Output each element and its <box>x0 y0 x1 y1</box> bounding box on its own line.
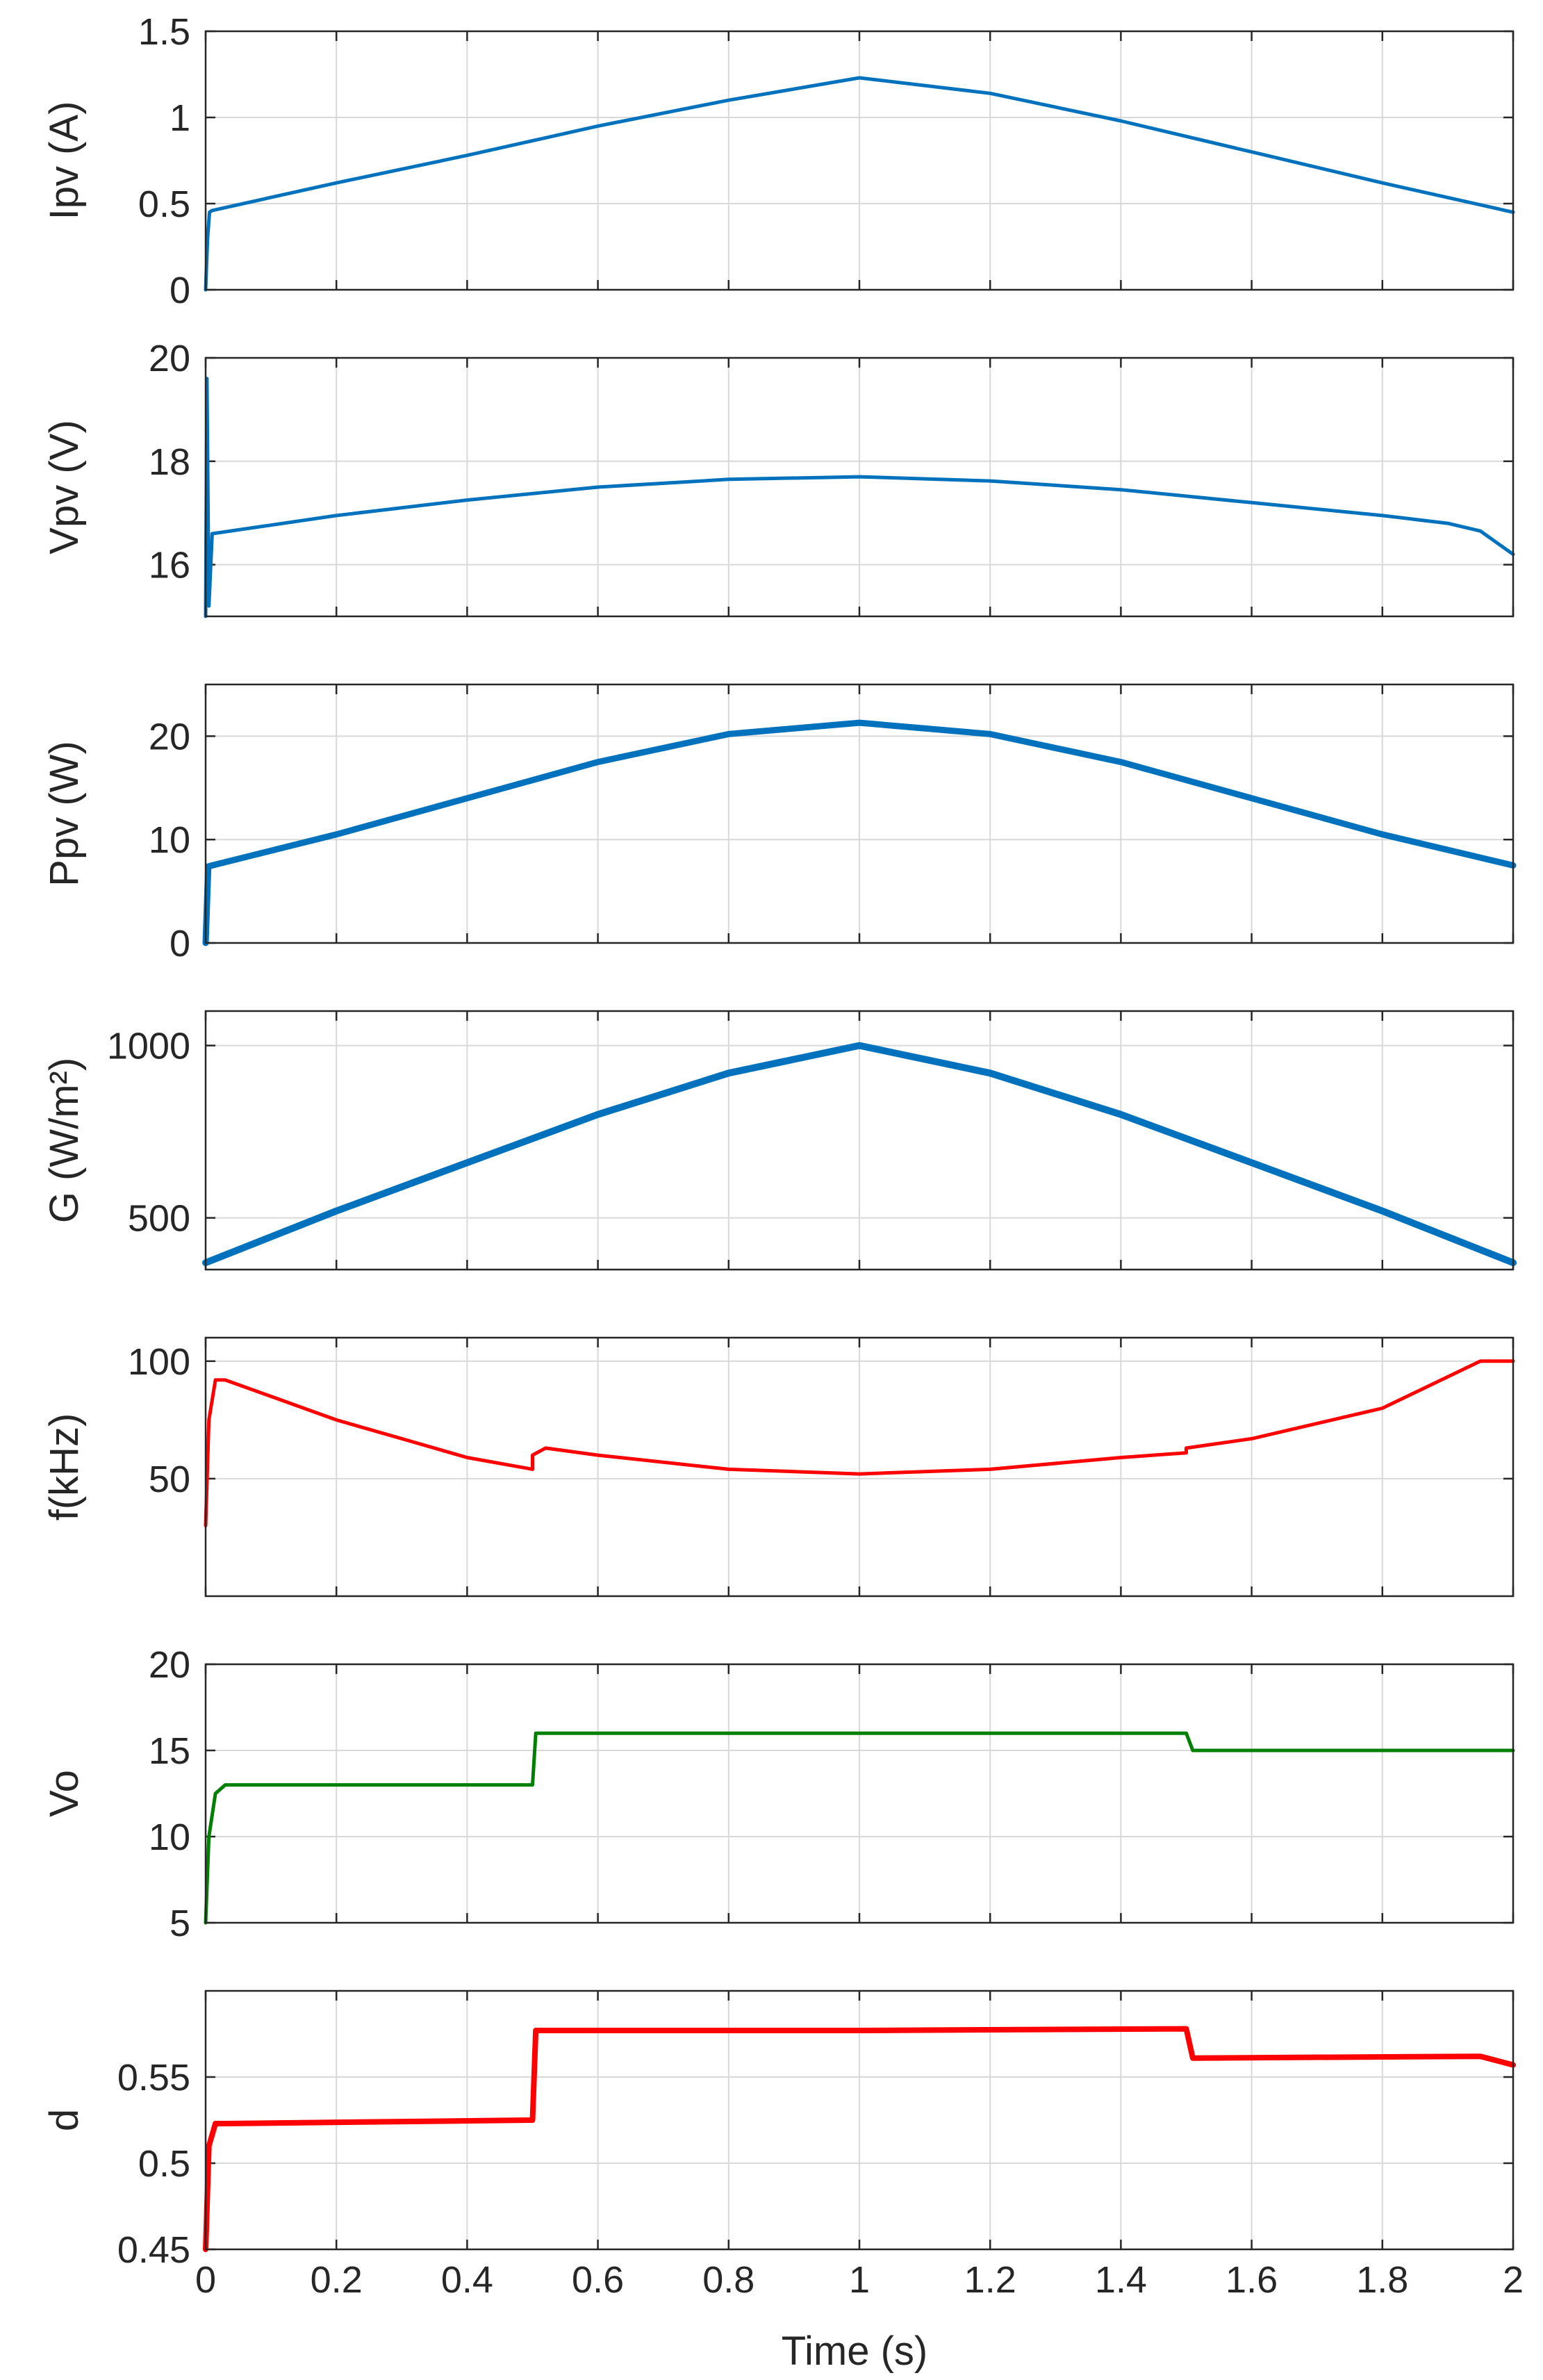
y-axis-label: Ppv (W) <box>42 741 87 886</box>
y-tick-label: 20 <box>149 716 190 757</box>
y-tick-label: 16 <box>149 545 190 586</box>
y-tick-label: 100 <box>128 1341 190 1383</box>
subplot-5: 50 100 f(kHz) <box>42 1336 1515 1598</box>
axes-box <box>204 356 1515 618</box>
y-tick-label: 0.5 <box>138 183 190 225</box>
x-axis-label: Time (s) <box>782 2329 927 2374</box>
y-axis-label: f(kHz) <box>42 1413 87 1521</box>
y-tick-label: 0 <box>170 270 190 311</box>
subplot-1: 0 0.5 1 1.5 Ipv (A) <box>42 11 1515 311</box>
y-tick-label: 10 <box>149 1816 190 1858</box>
subplot-7: 0 0.2 0.4 0.6 0.8 1 1.2 1.4 1.6 1.8 2 0.45 0.5 0.55 d <box>42 1989 1524 2301</box>
y-tick-label: 0.45 <box>117 2229 190 2271</box>
y-tick-label: 10 <box>149 819 190 861</box>
series-line <box>204 1731 1515 1925</box>
series-line <box>204 1359 1515 1527</box>
subplot-6: 5 10 15 20 Vo <box>42 1644 1515 1944</box>
x-tick-label: 0 <box>195 2259 216 2301</box>
y-tick-label: 1000 <box>107 1026 190 1067</box>
x-tick-label: 1 <box>849 2259 870 2301</box>
y-tick-label: 0 <box>170 923 190 965</box>
y-tick-label: 20 <box>149 338 190 379</box>
y-tick-label: 5 <box>170 1903 190 1944</box>
x-tick-label: 1.6 <box>1226 2259 1278 2301</box>
x-tick-label: 0.2 <box>311 2259 363 2301</box>
series-line <box>204 377 1515 618</box>
x-tick-label: 1.8 <box>1356 2259 1408 2301</box>
axes-box <box>204 30 1515 291</box>
y-tick-label: 20 <box>149 1644 190 1686</box>
x-tick-label: 1.4 <box>1095 2259 1147 2301</box>
y-tick-label: 1.5 <box>138 11 190 53</box>
y-tick-label: 15 <box>149 1730 190 1772</box>
y-axis-label: d <box>42 2109 87 2131</box>
y-axis-label: Vpv (V) <box>42 420 87 554</box>
x-tick-label: 0.6 <box>572 2259 624 2301</box>
y-axis-label: Vo <box>42 1770 87 1817</box>
axes-box <box>204 683 1515 944</box>
subplot-2: 16 18 20 Vpv (V) <box>42 338 1515 618</box>
y-tick-label: 500 <box>128 1198 190 1240</box>
y-axis-label: Ipv (A) <box>42 101 87 220</box>
series-line <box>203 2026 1516 2252</box>
y-tick-label: 50 <box>149 1459 190 1500</box>
y-axis-label: G (W/m²) <box>42 1058 87 1223</box>
subplot-3: 0 10 20 Ppv (W) <box>42 683 1517 965</box>
axes-box <box>204 1989 1515 2251</box>
y-tick-label: 0.55 <box>117 2057 190 2099</box>
series-line <box>202 1042 1517 1267</box>
axes-box <box>204 1010 1515 1271</box>
y-tick-label: 0.5 <box>138 2143 190 2185</box>
axes-box <box>204 1336 1515 1598</box>
y-tick-label: 18 <box>149 441 190 483</box>
axes-box <box>204 1663 1515 1924</box>
x-tick-label: 0.8 <box>702 2259 754 2301</box>
x-tick-label: 2 <box>1503 2259 1524 2301</box>
x-tick-label: 0.4 <box>441 2259 493 2301</box>
y-tick-label: 1 <box>170 97 190 139</box>
series-line <box>204 76 1515 292</box>
x-tick-label: 1.2 <box>964 2259 1016 2301</box>
subplot-4: 500 1000 G (W/m²) <box>42 1010 1517 1271</box>
series-line <box>202 719 1517 946</box>
